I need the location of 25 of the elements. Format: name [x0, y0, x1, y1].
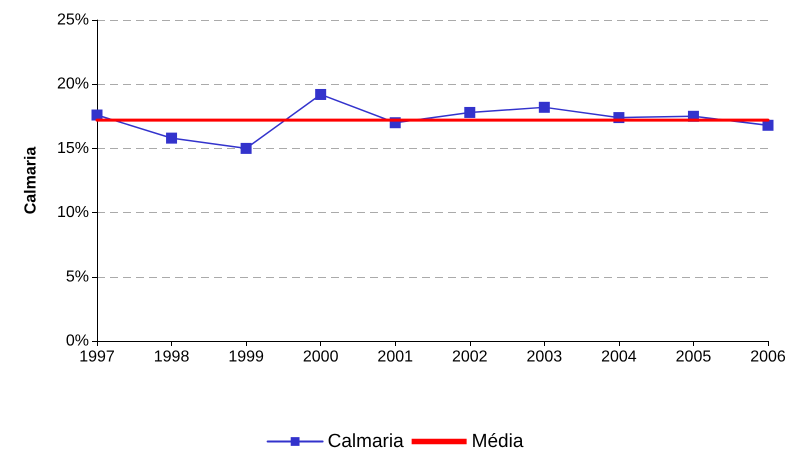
x-tick-label: 1998: [154, 348, 190, 366]
legend-label: Calmaria: [328, 431, 404, 452]
y-tick-label: 0%: [66, 332, 89, 350]
legend-label: Média: [472, 431, 524, 452]
y-axis-title: Calmaria: [22, 146, 40, 214]
point: [240, 142, 252, 154]
x-tick-label: 2001: [377, 348, 414, 366]
x-tick-label: 2004: [601, 348, 637, 366]
y-tick-label: 5%: [66, 268, 89, 286]
y-tick-label: 20%: [56, 76, 89, 93]
x-tick-label: 1997: [79, 348, 115, 366]
y-tick-label: 10%: [56, 204, 89, 222]
x-tick-label: 2002: [452, 348, 488, 366]
y-tick-label: 15%: [56, 140, 89, 157]
x-tick-label: 2005: [676, 348, 712, 366]
x-tick-label: 1999: [228, 348, 264, 366]
point: [762, 120, 774, 131]
x-tick-label: 2006: [750, 348, 786, 366]
point: [538, 102, 550, 113]
point: [464, 106, 476, 118]
point: [315, 88, 326, 100]
x-tick-label: 2003: [526, 348, 562, 366]
point: [166, 132, 178, 144]
y-tick-label: 25%: [56, 12, 89, 28]
x-tick-label: 2000: [302, 348, 339, 366]
